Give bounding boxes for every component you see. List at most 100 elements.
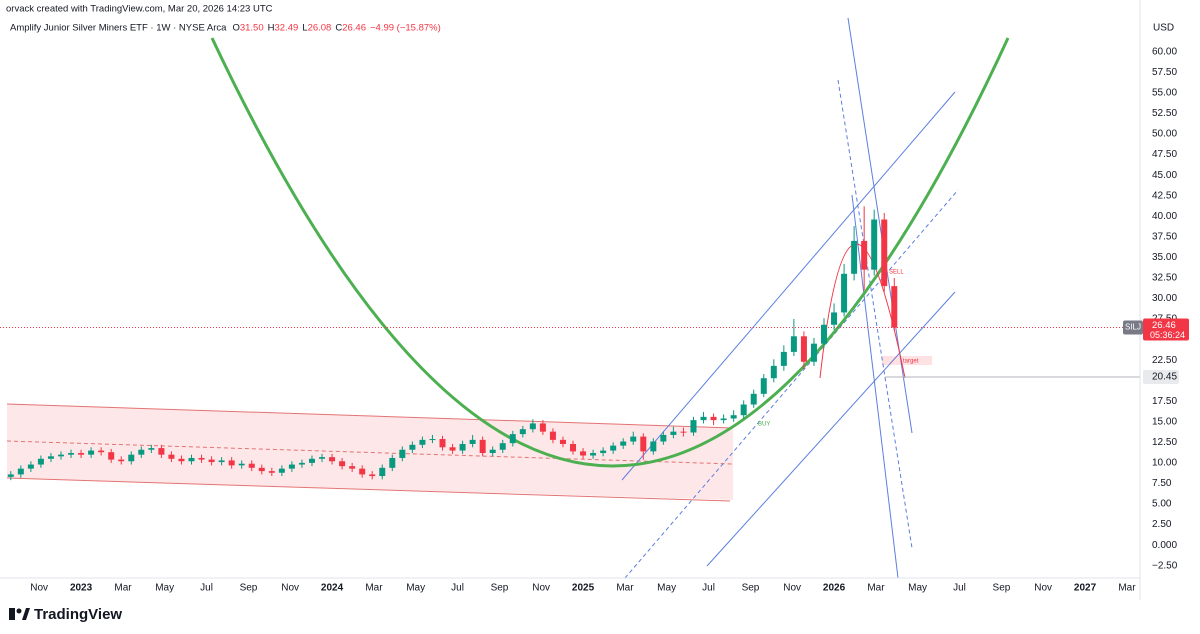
candle-body [27, 464, 34, 469]
x-tick-label: Nov [532, 583, 550, 594]
candle-body [670, 431, 677, 435]
candle-body [349, 466, 356, 469]
candle-body [359, 468, 366, 475]
candle-body [620, 441, 627, 446]
credit: orvack created with TradingView.com, Mar… [6, 4, 273, 15]
brand: TradingView [9, 606, 122, 623]
candle-body [590, 453, 597, 456]
y-tick-label: 7.50 [1152, 478, 1172, 489]
cup-curve [210, 37, 1010, 468]
price-tag-bg [1143, 318, 1189, 341]
x-tick-label: 2023 [70, 583, 93, 594]
candle-body [278, 468, 285, 473]
candle-body [660, 434, 667, 442]
ohlc-key: L [302, 23, 307, 34]
candle-body [399, 449, 406, 458]
y-tick-label: 37.50 [1152, 231, 1177, 242]
candle-body [98, 450, 105, 453]
candle-body [790, 336, 797, 352]
logo [16, 608, 22, 614]
y-tick-label: 35.00 [1152, 252, 1177, 263]
x-tick-label: Nov [783, 583, 801, 594]
candle-body [37, 458, 44, 465]
candle-body [489, 449, 496, 454]
y-tick-label: 47.50 [1152, 149, 1177, 160]
candle-body [559, 439, 566, 444]
candle-body [630, 436, 637, 442]
x-tick-label: May [908, 583, 927, 594]
candle-body [700, 416, 707, 421]
fall-line [847, 17, 913, 434]
candle-body [409, 444, 416, 450]
x-tick-label: Jul [953, 583, 966, 594]
y-tick-label: 50.00 [1152, 129, 1177, 140]
y-tick-label: 55.00 [1152, 88, 1177, 99]
x-tick-label: Sep [993, 583, 1011, 594]
candle-body [218, 460, 225, 463]
x-tick-label: Nov [1034, 583, 1052, 594]
channel-bottom [6, 477, 731, 502]
candle-body [610, 445, 617, 451]
x-tick-label: 2024 [321, 583, 344, 594]
candle-body [319, 457, 326, 459]
ohlc-key: O [232, 23, 239, 34]
candle-body [57, 454, 64, 457]
x-tick-label: Jul [702, 583, 715, 594]
candle-body [449, 447, 456, 451]
x-tick-label: Mar [867, 583, 885, 594]
y-tick-label: 12.50 [1152, 437, 1177, 448]
candle-body [248, 463, 255, 468]
x-tick-label: Nov [281, 583, 299, 594]
candle-body [509, 434, 516, 444]
y-tick-label: 5.00 [1152, 499, 1172, 510]
candle-body [298, 462, 305, 465]
candle-body [188, 457, 195, 462]
candle-body [88, 450, 95, 455]
candle-body [831, 312, 838, 325]
candle-body [519, 429, 526, 435]
price-tag: 26.46 [1152, 320, 1176, 331]
candle-body [168, 454, 175, 459]
candle-body [680, 431, 687, 433]
y-tick-label: 15.00 [1152, 416, 1177, 427]
candle-body [881, 219, 888, 287]
candle-body [238, 463, 245, 466]
candle-body [861, 240, 868, 270]
candle-body [78, 453, 85, 455]
candle-body [810, 343, 817, 362]
y-tick-label: 22.50 [1152, 355, 1177, 366]
candle-body [198, 457, 205, 460]
chart-title: Amplify Junior Silver Miners ETF · 1W · … [10, 23, 227, 34]
x-tick-label: May [155, 583, 174, 594]
trend-lower [706, 291, 956, 567]
trend-upper [621, 91, 956, 481]
candle-body [549, 431, 556, 440]
candle-body [108, 452, 115, 460]
x-tick-label: 2025 [572, 583, 595, 594]
y-tick-label: 32.50 [1152, 273, 1177, 284]
candle-body [268, 471, 275, 473]
candle-body [650, 441, 657, 452]
level-label-bg [1143, 369, 1179, 384]
candle-body [68, 453, 75, 455]
candle-body [580, 451, 587, 456]
candle-body [479, 439, 486, 454]
channel-mid [6, 440, 734, 465]
brand-name: TradingView [34, 606, 122, 623]
price-countdown: 05:36:24 [1150, 330, 1185, 340]
ohlc-key: C [335, 23, 342, 34]
candle-body [640, 436, 647, 452]
x-tick-label: 2027 [1074, 583, 1097, 594]
y-tick-label: 52.50 [1152, 108, 1177, 119]
channel-fill [7, 404, 733, 500]
candle-body [770, 365, 777, 379]
candle-body [389, 457, 396, 468]
y-tick-label: 10.00 [1152, 458, 1177, 469]
level-label: 20.45 [1152, 372, 1177, 383]
candle-body [499, 443, 506, 450]
candle-body [750, 393, 757, 405]
ohlc-value: 26.46 [342, 23, 366, 34]
candle-body [148, 448, 155, 450]
